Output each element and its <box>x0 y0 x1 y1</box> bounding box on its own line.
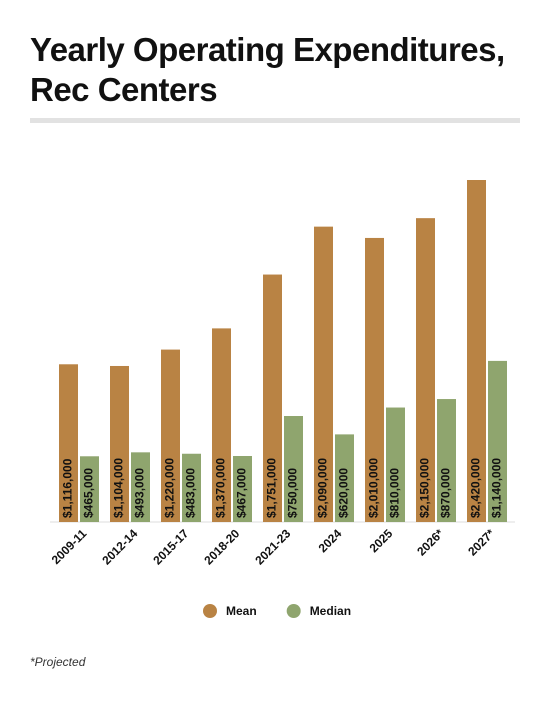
bar <box>212 328 231 522</box>
bar <box>416 218 435 522</box>
value-label: $620,000 <box>337 468 351 518</box>
bar <box>314 226 333 523</box>
value-label: $2,420,000 <box>469 458 483 518</box>
x-tick-label: 2021-23 <box>252 526 293 567</box>
value-label: $1,370,000 <box>214 458 228 518</box>
bar <box>182 453 201 522</box>
value-label: $467,000 <box>235 468 249 518</box>
bar <box>437 399 456 522</box>
value-label: $870,000 <box>439 468 453 518</box>
bar <box>59 364 78 522</box>
value-label: $1,116,000 <box>61 458 75 518</box>
x-tick-label: 2027* <box>465 526 497 558</box>
legend-marker <box>286 604 301 618</box>
bar <box>284 416 303 522</box>
bar <box>335 434 354 522</box>
x-tick-label: 2025 <box>367 526 396 555</box>
bar <box>161 349 180 522</box>
legend-label: Mean <box>226 604 257 618</box>
bar <box>488 360 507 522</box>
value-label: $483,000 <box>184 468 198 518</box>
value-label: $2,010,000 <box>367 458 381 518</box>
x-tick-label: 2024 <box>316 526 345 555</box>
value-label: $1,140,000 <box>490 458 504 518</box>
footnote: *Projected <box>30 655 86 669</box>
value-label: $2,090,000 <box>316 458 330 518</box>
x-tick-label: 2026* <box>414 526 446 558</box>
x-tick-label: 2018-20 <box>201 526 242 567</box>
legend-marker <box>203 604 217 618</box>
title-rule <box>30 118 520 123</box>
value-label: $465,000 <box>82 468 96 518</box>
x-tick-label: 2015-17 <box>150 526 191 567</box>
value-label: $1,220,000 <box>163 458 177 518</box>
bar <box>80 456 99 522</box>
bar <box>467 180 486 522</box>
bar <box>386 407 405 522</box>
value-label: $1,104,000 <box>112 458 126 518</box>
value-label: $2,150,000 <box>418 458 432 518</box>
value-label: $493,000 <box>133 468 147 518</box>
value-label: $750,000 <box>286 468 300 518</box>
bar <box>263 274 282 522</box>
bar <box>365 237 384 523</box>
value-label: $1,751,000 <box>265 458 279 518</box>
bar <box>110 365 129 522</box>
value-label: $810,000 <box>388 468 402 518</box>
bar <box>233 456 252 522</box>
legend-label: Median <box>310 604 351 618</box>
chart-title: Yearly Operating Expenditures, Rec Cente… <box>30 31 505 108</box>
x-tick-label: 2012-14 <box>99 526 140 567</box>
x-tick-label: 2009-11 <box>49 526 90 567</box>
bar <box>131 452 150 522</box>
